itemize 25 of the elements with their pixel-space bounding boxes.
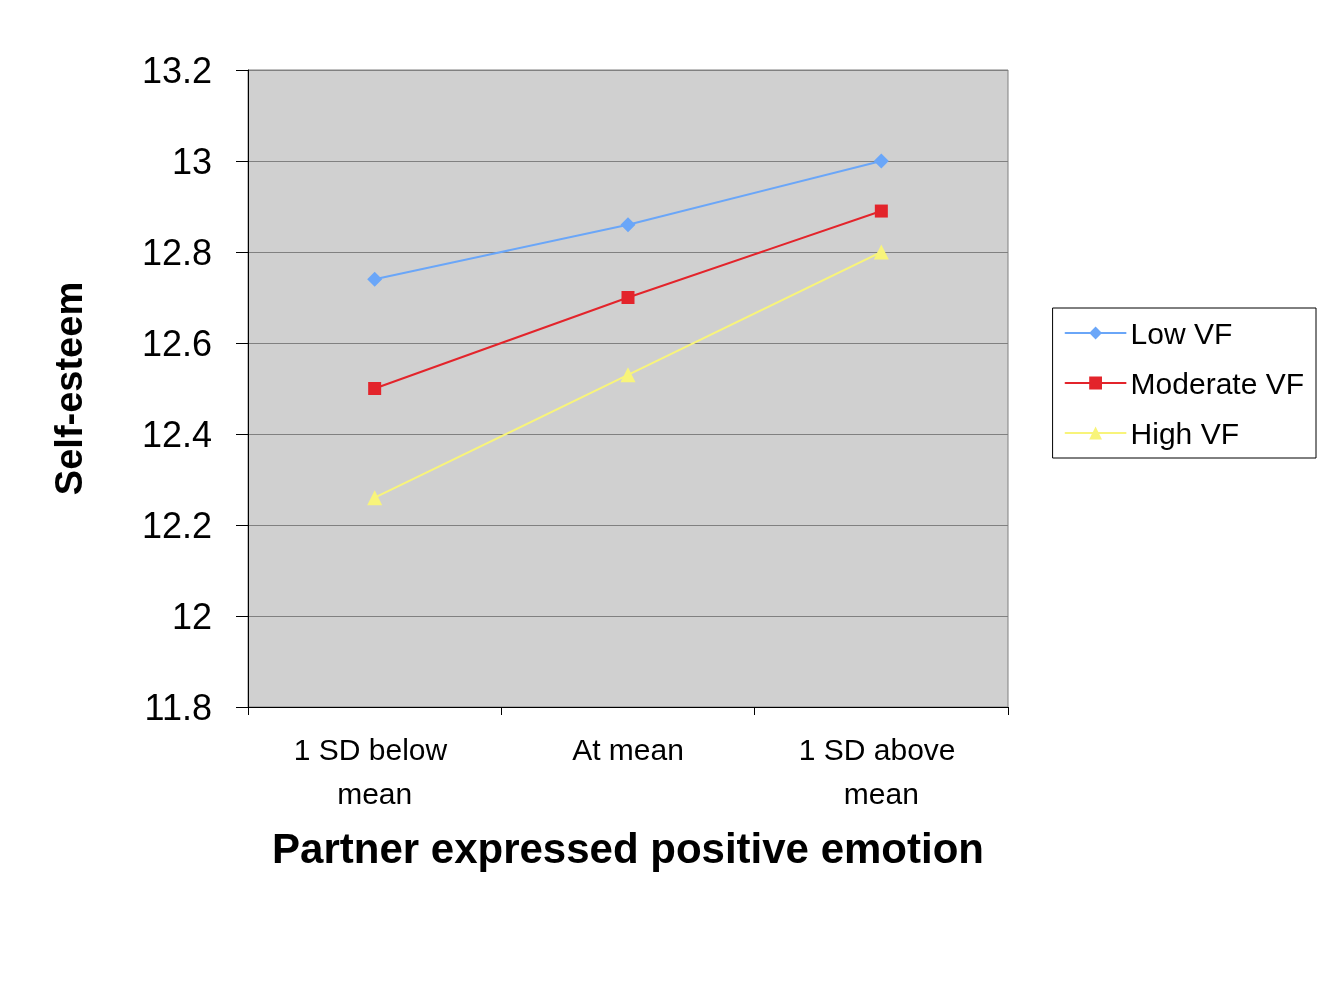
x-tick-label: 1 SD below mean (293, 732, 456, 810)
y-tick-label: 12.4 (141, 413, 212, 455)
point (620, 367, 636, 383)
x-axis-title: Partner expressed positive emotion (272, 825, 984, 873)
point (873, 244, 889, 260)
y-axis-title: Self-esteem (48, 281, 90, 496)
y-tick-label: 13.2 (141, 49, 212, 91)
point (873, 153, 889, 169)
y-tick-label: 12.2 (141, 504, 212, 546)
y-tick-label: 11.8 (144, 686, 212, 728)
y-tick-label: 12.6 (141, 322, 212, 364)
legend-label: Low VF (1130, 316, 1233, 350)
x-tick-label: 1 SD above mean (798, 732, 964, 810)
y-tick-label: 13 (171, 140, 212, 182)
point (621, 291, 635, 304)
x-tick-label: At mean (572, 732, 684, 766)
point (368, 382, 382, 395)
point (874, 204, 888, 218)
point (367, 271, 383, 287)
y-tick-label: 12.8 (141, 231, 212, 273)
point (367, 490, 383, 506)
legend-label: Moderate VF (1130, 366, 1305, 400)
y-tick-label: 12 (171, 595, 212, 637)
point (620, 217, 636, 233)
legend-label: High VF (1130, 416, 1239, 450)
